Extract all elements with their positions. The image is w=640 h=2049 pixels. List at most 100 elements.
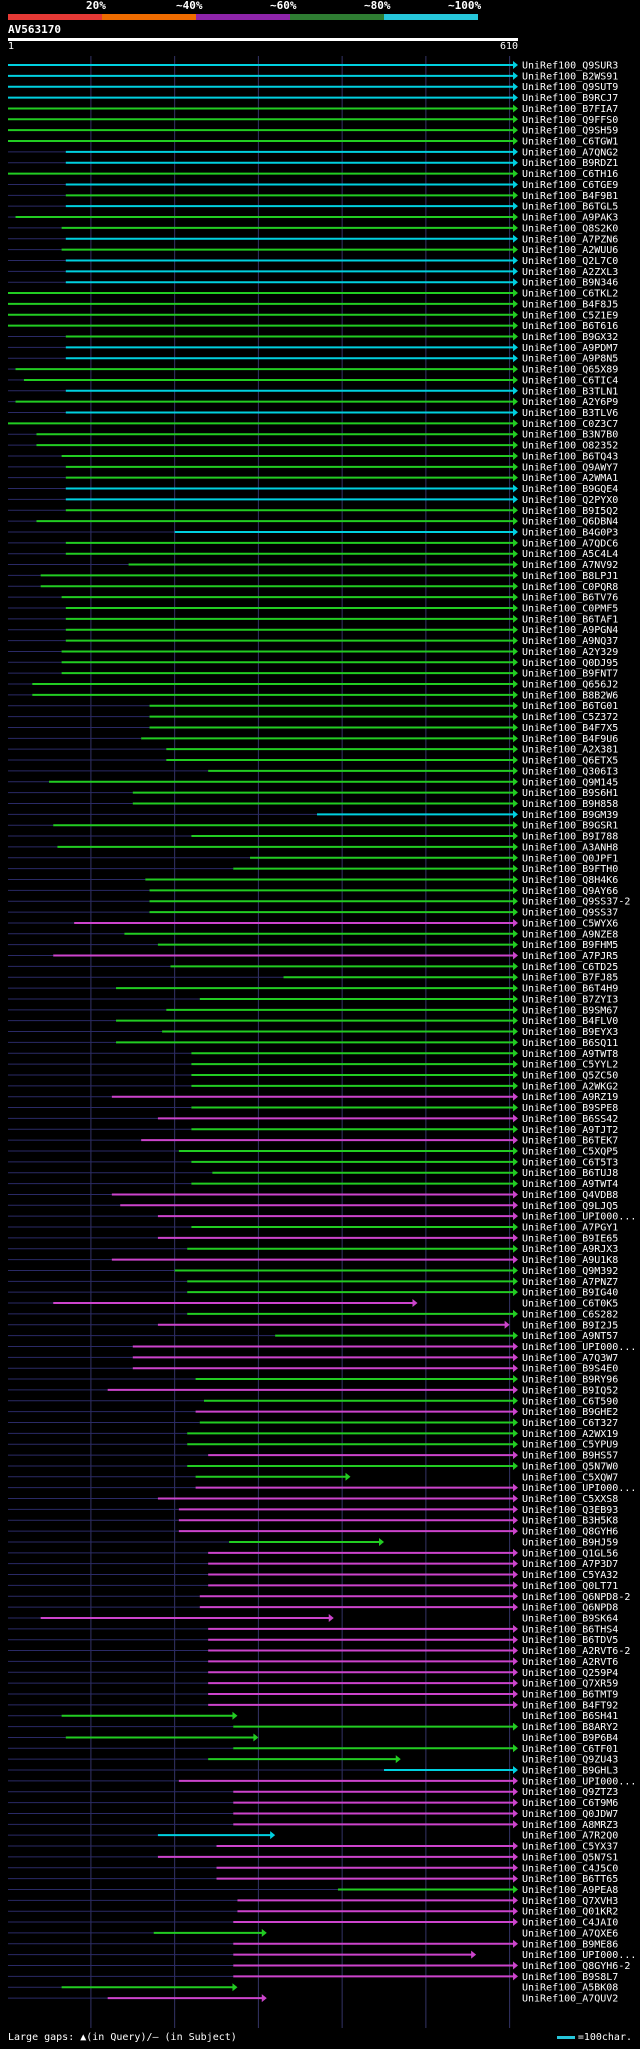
hit-label[interactable]: UniRef100_C5YPU9 (522, 1440, 618, 1451)
hit-label[interactable]: UniRef100_Q6ETX5 (522, 756, 618, 767)
hit-label[interactable]: UniRef100_A7Q3W7 (522, 1353, 618, 1364)
hit-label[interactable]: UniRef100_A9P8N5 (522, 354, 618, 365)
hit-label[interactable]: UniRef100_A2ZXL3 (522, 267, 618, 278)
hit-label[interactable]: UniRef100_Q0LT71 (522, 1581, 618, 1592)
hit-label[interactable]: UniRef100_C6TKL2 (522, 289, 618, 300)
hit-label[interactable]: UniRef100_B9I5Q2 (522, 506, 618, 517)
hit-label[interactable]: UniRef100_B6TT65 (522, 1874, 618, 1885)
hit-label[interactable]: UniRef100_A7QUV2 (522, 1994, 618, 2005)
hit-label[interactable]: UniRef100_A7R2Q0 (522, 1831, 618, 1842)
hit-label[interactable]: UniRef100_Q9SUT9 (522, 82, 618, 93)
hit-label[interactable]: UniRef100_B2WS91 (522, 71, 618, 82)
hit-label[interactable]: UniRef100_C5XXS8 (522, 1494, 618, 1505)
hit-label[interactable]: UniRef100_B9S8L7 (522, 1972, 618, 1983)
hit-label[interactable]: UniRef100_B9ME86 (522, 1939, 618, 1950)
hit-label[interactable]: UniRef100_A9TWT8 (522, 1049, 618, 1060)
hit-label[interactable]: UniRef100_Q306I3 (522, 766, 618, 777)
hit-label[interactable]: UniRef100_B6T4H9 (522, 984, 618, 995)
hit-label[interactable]: UniRef100_B9FTH0 (522, 864, 618, 875)
hit-label[interactable]: UniRef100_B4F7X5 (522, 723, 618, 734)
hit-label[interactable]: UniRef100_A9TWT4 (522, 1179, 618, 1190)
hit-label[interactable]: UniRef100_UPI000... (522, 1776, 636, 1787)
hit-label[interactable]: UniRef100_Q7XR59 (522, 1679, 618, 1690)
hit-label[interactable]: UniRef100_B6THS4 (522, 1624, 618, 1635)
hit-label[interactable]: UniRef100_A8MRZ3 (522, 1820, 618, 1831)
hit-label[interactable]: UniRef100_A9NT57 (522, 1331, 618, 1342)
hit-label[interactable]: UniRef100_B3TLV6 (522, 408, 618, 419)
hit-label[interactable]: UniRef100_Q9SUR3 (522, 61, 618, 72)
hit-label[interactable]: UniRef100_Q6NPD8 (522, 1603, 618, 1614)
hit-label[interactable]: UniRef100_A9NZE8 (522, 929, 618, 940)
hit-label[interactable]: UniRef100_C5YA32 (522, 1570, 618, 1581)
hit-label[interactable]: UniRef100_B8LPJ1 (522, 571, 618, 582)
hit-label[interactable]: UniRef100_B9IQ52 (522, 1385, 618, 1396)
hit-label[interactable]: UniRef100_B6SQ11 (522, 1038, 618, 1049)
hit-label[interactable]: UniRef100_C6T590 (522, 1396, 618, 1407)
hit-label[interactable]: UniRef100_C5Z1E9 (522, 310, 618, 321)
hit-label[interactable]: UniRef100_B6TDV5 (522, 1635, 618, 1646)
hit-label[interactable]: UniRef100_Q9M392 (522, 1266, 618, 1277)
hit-label[interactable]: UniRef100_Q656J2 (522, 680, 618, 691)
hit-label[interactable]: UniRef100_B9I2J5 (522, 1320, 618, 1331)
hit-label[interactable]: UniRef100_A9U1K8 (522, 1255, 618, 1266)
hit-label[interactable]: UniRef100_A2WMA1 (522, 473, 618, 484)
hit-label[interactable]: UniRef100_B4F9B1 (522, 191, 618, 202)
hit-label[interactable]: UniRef100_C6T0K5 (522, 1299, 618, 1310)
hit-label[interactable]: UniRef100_B9FNT7 (522, 669, 618, 680)
hit-label[interactable]: UniRef100_B6TV76 (522, 593, 618, 604)
hit-label[interactable]: UniRef100_Q9ZU43 (522, 1755, 618, 1766)
hit-label[interactable]: UniRef100_Q9AWY7 (522, 462, 618, 473)
hit-label[interactable]: UniRef100_C6S282 (522, 1309, 618, 1320)
hit-label[interactable]: UniRef100_C0PQR8 (522, 582, 618, 593)
hit-label[interactable]: UniRef100_B6TGL5 (522, 202, 618, 213)
hit-label[interactable]: UniRef100_B9S6H1 (522, 788, 618, 799)
hit-label[interactable]: UniRef100_Q1GL56 (522, 1548, 618, 1559)
hit-label[interactable]: UniRef100_A7PJR5 (522, 951, 618, 962)
hit-label[interactable]: UniRef100_Q8GYH6-2 (522, 1961, 630, 1972)
hit-label[interactable]: UniRef100_B6SH41 (522, 1711, 618, 1722)
hit-label[interactable]: UniRef100_B6TEK7 (522, 1136, 618, 1147)
hit-label[interactable]: UniRef100_Q3EB93 (522, 1505, 618, 1516)
hit-label[interactable]: UniRef100_B9RCJ7 (522, 93, 618, 104)
hit-label[interactable]: UniRef100_B9GM39 (522, 810, 618, 821)
hit-label[interactable]: UniRef100_A9PAK3 (522, 213, 618, 224)
hit-label[interactable]: UniRef100_C6TIC4 (522, 375, 618, 386)
hit-label[interactable]: UniRef100_Q9M145 (522, 777, 618, 788)
hit-label[interactable]: UniRef100_Q01KR2 (522, 1907, 618, 1918)
hit-label[interactable]: UniRef100_A3ANH8 (522, 842, 618, 853)
hit-label[interactable]: UniRef100_Q5ZC50 (522, 1070, 618, 1081)
hit-label[interactable]: UniRef100_Q2PYX0 (522, 495, 618, 506)
hit-label[interactable]: UniRef100_B9S4E0 (522, 1364, 618, 1375)
hit-label[interactable]: UniRef100_Q5N7W0 (522, 1461, 618, 1472)
hit-label[interactable]: UniRef100_A7QDC6 (522, 538, 618, 549)
hit-label[interactable]: UniRef100_B9GQE4 (522, 484, 618, 495)
hit-label[interactable]: UniRef100_A7P3D7 (522, 1559, 618, 1570)
hit-label[interactable]: UniRef100_B9SM67 (522, 1005, 618, 1016)
hit-label[interactable]: UniRef100_B6T616 (522, 321, 618, 332)
hit-label[interactable]: UniRef100_A9RJX3 (522, 1244, 618, 1255)
hit-label[interactable]: UniRef100_B9RDZ1 (522, 158, 618, 169)
hit-label[interactable]: UniRef100_B9GHL3 (522, 1766, 618, 1777)
hit-label[interactable]: UniRef100_B4F8J5 (522, 299, 618, 310)
hit-label[interactable]: UniRef100_A2WX19 (522, 1429, 618, 1440)
hit-label[interactable]: UniRef100_B3TLN1 (522, 386, 618, 397)
hit-label[interactable]: UniRef100_C6T327 (522, 1418, 618, 1429)
hit-label[interactable]: UniRef100_B9RY96 (522, 1375, 618, 1386)
hit-label[interactable]: UniRef100_A7PZN6 (522, 234, 618, 245)
hit-label[interactable]: UniRef100_B9IE65 (522, 1233, 618, 1244)
hit-label[interactable]: UniRef100_B4F9U6 (522, 734, 618, 745)
hit-label[interactable]: UniRef100_B6TG01 (522, 701, 618, 712)
hit-label[interactable]: UniRef100_B9HS57 (522, 1451, 618, 1462)
hit-label[interactable]: UniRef100_C5WYX6 (522, 918, 618, 929)
hit-label[interactable]: UniRef100_A2WKG2 (522, 1081, 618, 1092)
hit-label[interactable]: UniRef100_Q4VDB8 (522, 1190, 618, 1201)
hit-label[interactable]: UniRef100_C5XQW7 (522, 1472, 618, 1483)
hit-label[interactable]: UniRef100_B4G0P3 (522, 527, 618, 538)
hit-label[interactable]: UniRef100_Q9FFS0 (522, 115, 618, 126)
hit-label[interactable]: UniRef100_B9HJ59 (522, 1537, 618, 1548)
hit-label[interactable]: UniRef100_Q9SS37-2 (522, 897, 630, 908)
hit-label[interactable]: UniRef100_B4FLV0 (522, 1016, 618, 1027)
hit-label[interactable]: UniRef100_Q8H4K6 (522, 875, 618, 886)
hit-label[interactable]: UniRef100_C6TGW1 (522, 137, 618, 148)
hit-label[interactable]: UniRef100_A7QXE6 (522, 1928, 618, 1939)
